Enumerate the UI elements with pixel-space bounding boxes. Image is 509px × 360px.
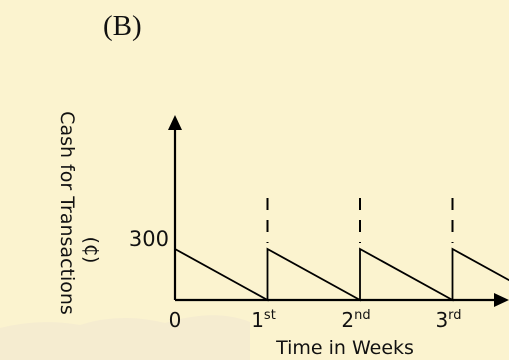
x-tick-label: 3rd — [435, 308, 461, 332]
x-axis-label: Time in Weeks — [275, 337, 414, 359]
x-tick-labels: 01st2nd3rd4th — [169, 308, 462, 332]
y-axis-unit: (₵) — [80, 237, 102, 264]
y-axis-label: Cash for Transactions — [56, 111, 78, 315]
x-tick-label: 1st — [251, 308, 276, 332]
axes — [173, 128, 496, 302]
panel-label: (B) — [103, 10, 142, 42]
x-axis-arrowhead — [494, 293, 509, 307]
dashed-reference-lines — [266, 198, 454, 243]
y-tick-label: 300 — [129, 227, 169, 251]
series-line-1 — [174, 247, 509, 302]
series-layer — [174, 247, 509, 302]
x-tick-label: 0 — [169, 308, 182, 332]
x-tick-label: 2nd — [341, 308, 370, 332]
paper-shadow-decoration — [0, 315, 250, 360]
y-axis-arrowhead — [168, 115, 182, 130]
